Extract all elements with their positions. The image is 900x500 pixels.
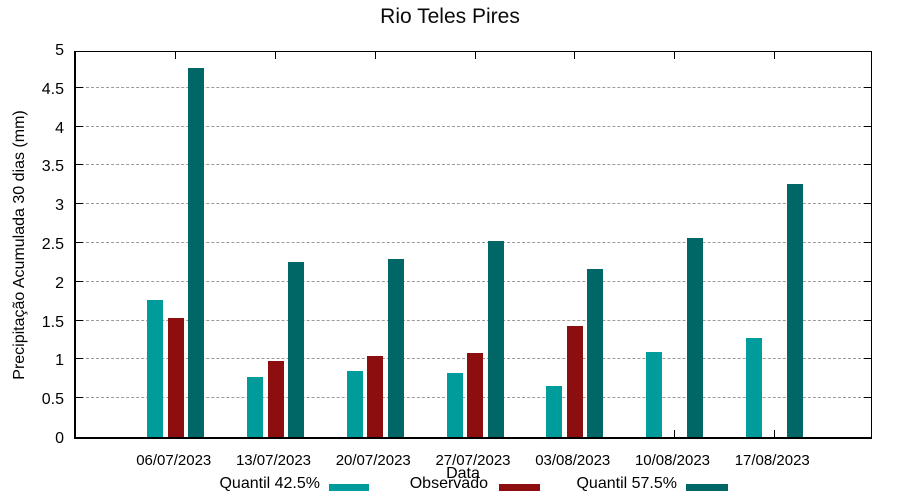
legend-label-quantil-42: Quantil 42.5% xyxy=(219,475,320,492)
bar-observado xyxy=(467,353,483,437)
bar-quantil-42-5- xyxy=(147,300,164,437)
y-tick-mark xyxy=(76,397,83,399)
x-tick-label: 03/08/2023 xyxy=(535,452,611,469)
y-tick-label: 5 xyxy=(55,42,64,59)
x-tick-mark xyxy=(773,52,775,59)
y-tick-label: 2 xyxy=(55,274,64,292)
x-tick-label: 13/07/2023 xyxy=(235,452,312,469)
gridline xyxy=(76,164,871,166)
x-tick-label: 27/07/2023 xyxy=(435,452,511,469)
y-tick-label: 3.5 xyxy=(41,158,64,176)
bar-observado xyxy=(367,355,384,437)
legend-swatch-quantil-57 xyxy=(686,484,728,491)
y-tick-mark xyxy=(76,125,83,127)
bar-quantil-42-5- xyxy=(646,352,662,437)
x-tick-mark xyxy=(175,52,177,59)
x-tick-mark xyxy=(773,430,775,437)
bar-quantil-57-5- xyxy=(786,184,803,437)
y-tick-mark xyxy=(864,358,871,360)
y-tick-mark xyxy=(864,280,871,282)
y-tick-mark xyxy=(864,397,871,399)
gridline xyxy=(76,319,871,321)
bar-quantil-57-5- xyxy=(288,262,304,437)
y-tick-label: 1 xyxy=(55,352,64,370)
y-tick-mark xyxy=(864,125,871,127)
bar-quantil-57-5- xyxy=(687,237,703,437)
x-tick-mark xyxy=(674,52,675,59)
x-tick-label: 17/08/2023 xyxy=(734,452,810,469)
y-tick-mark xyxy=(76,319,83,321)
y-tick-mark xyxy=(76,86,83,88)
bar-quantil-57-5- xyxy=(387,259,404,437)
plot-area xyxy=(74,51,872,439)
chart-title: Rio Teles Pires xyxy=(380,5,520,28)
bar-quantil-57-5- xyxy=(487,241,504,437)
y-tick-mark xyxy=(864,86,871,88)
bar-observado xyxy=(267,360,284,437)
y-tick-label: 0 xyxy=(55,430,64,447)
y-tick-mark xyxy=(864,242,871,243)
y-tick-label: 4 xyxy=(55,119,64,137)
y-tick-mark xyxy=(76,203,83,205)
y-tick-mark xyxy=(864,164,871,166)
legend-label-observado: Observado xyxy=(409,475,488,492)
y-tick-mark xyxy=(864,203,871,205)
gridline xyxy=(76,242,871,243)
y-tick-mark xyxy=(76,280,83,282)
y-tick-label: 3 xyxy=(55,197,64,215)
y-tick-mark xyxy=(864,319,871,321)
bar-quantil-42-5- xyxy=(546,385,563,437)
bar-quantil-57-5- xyxy=(188,68,205,437)
bar-quantil-42-5- xyxy=(446,373,463,437)
gridline xyxy=(76,125,871,127)
bar-quantil-42-5- xyxy=(346,371,363,437)
y-tick-label: 2.5 xyxy=(41,236,64,253)
legend-swatch-observado xyxy=(499,484,540,491)
gridline xyxy=(76,280,871,282)
bar-observado xyxy=(167,318,184,437)
gridline xyxy=(76,203,871,205)
x-tick-mark xyxy=(275,52,276,59)
y-tick-label: 1.5 xyxy=(41,313,64,331)
bar-quantil-57-5- xyxy=(587,269,604,437)
x-tick-mark xyxy=(674,430,675,437)
legend-swatch-quantil-42 xyxy=(329,484,369,491)
y-tick-label: 4.5 xyxy=(41,80,64,98)
x-tick-label: 20/07/2023 xyxy=(335,452,411,469)
y-tick-mark xyxy=(76,358,83,360)
x-tick-mark xyxy=(474,52,476,59)
x-axis-title: Data xyxy=(446,465,480,482)
y-tick-mark xyxy=(76,242,83,243)
bar-quantil-42-5- xyxy=(247,377,263,437)
y-tick-mark xyxy=(76,164,83,166)
gridline xyxy=(76,86,871,88)
x-tick-label: 10/08/2023 xyxy=(634,452,711,469)
x-tick-mark xyxy=(374,52,376,59)
x-tick-mark xyxy=(574,52,576,59)
bar-quantil-42-5- xyxy=(745,337,762,437)
y-tick-label: 0.5 xyxy=(41,391,64,409)
bar-observado xyxy=(566,326,583,437)
legend-label-quantil-57: Quantil 57.5% xyxy=(576,475,677,492)
x-tick-label: 06/07/2023 xyxy=(136,452,212,469)
